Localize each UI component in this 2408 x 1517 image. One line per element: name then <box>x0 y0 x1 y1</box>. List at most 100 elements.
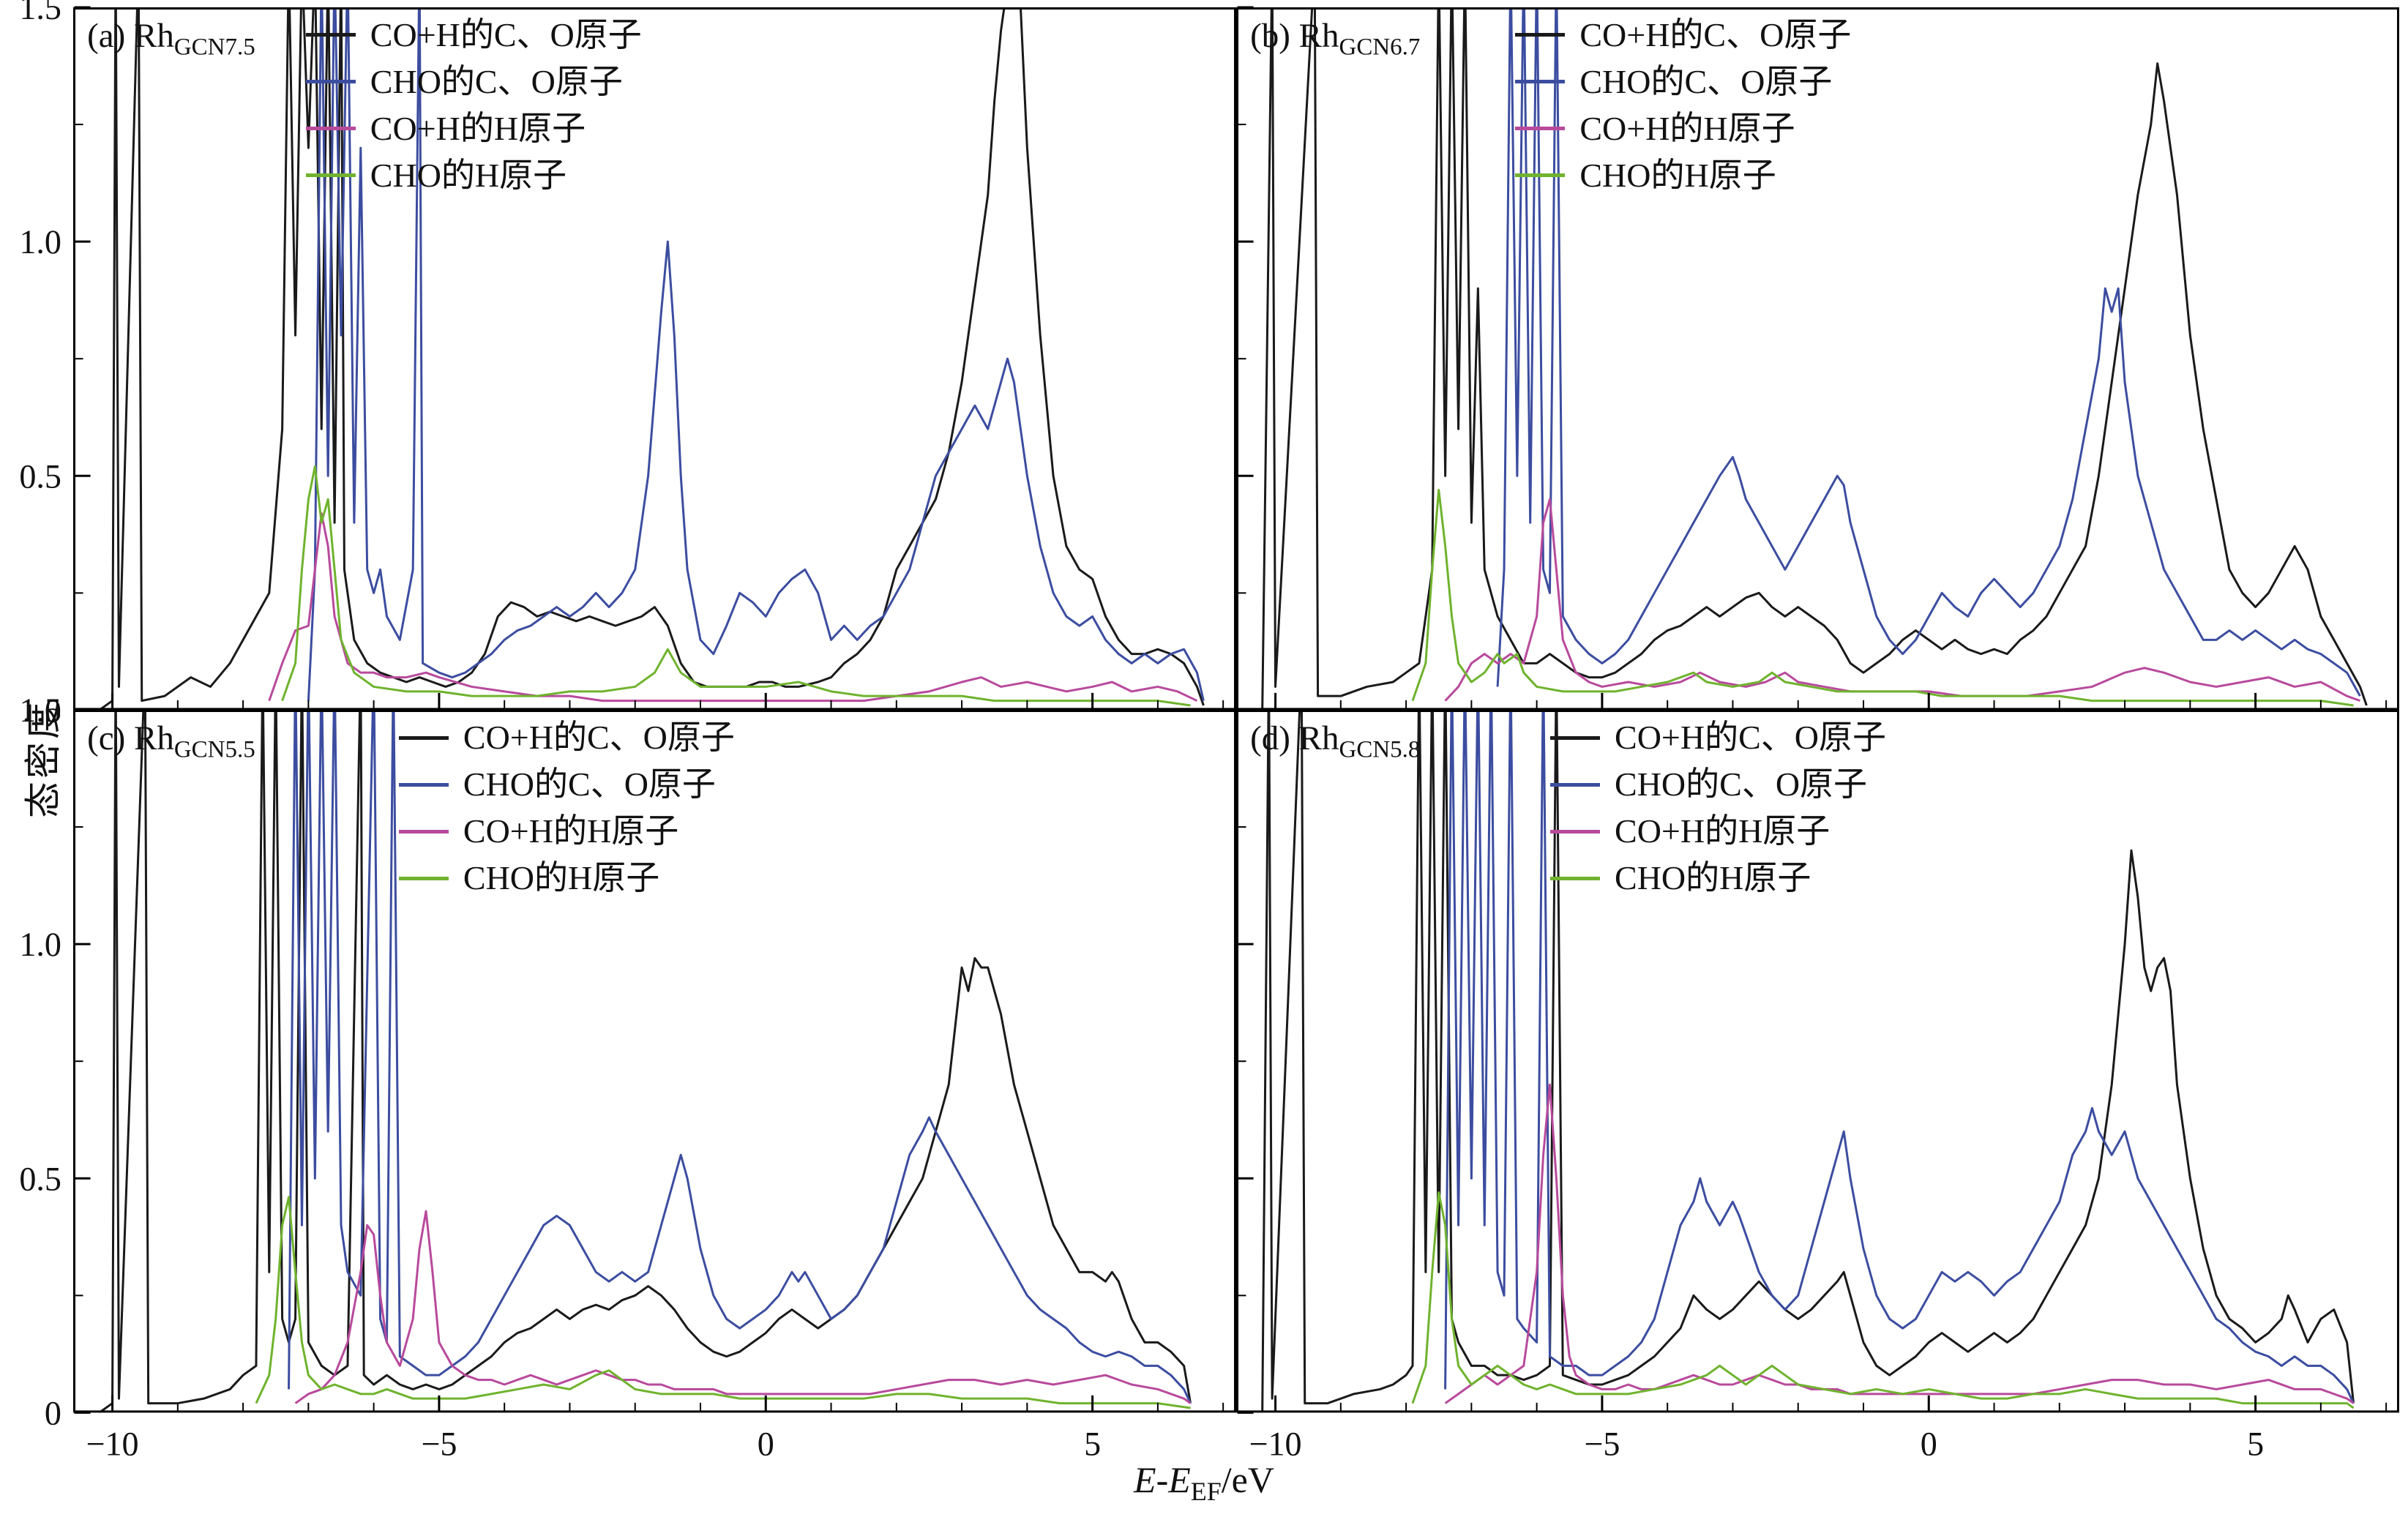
legend-line-swatch <box>1515 80 1566 84</box>
legend-item: CHO的H原子 <box>1515 155 1851 196</box>
legend-item: CHO的C、O原子 <box>398 764 735 805</box>
legend-line-swatch <box>1550 876 1601 880</box>
dos-plot-b <box>1236 6 2399 711</box>
y-tick-label: 1.5 <box>19 692 61 729</box>
legend-item: CO+H的C、O原子 <box>1550 717 1886 758</box>
y-tick-label: 0 <box>45 1395 61 1432</box>
plot-grid: 0 0.5 1.0 1.5 (a) RhGCN7.5 CO+H的C、O原子 CHO的C、… <box>19 0 2399 1463</box>
y-tick-label: 0.5 <box>19 457 61 495</box>
panel-letter: (d) <box>1250 719 1290 757</box>
axes-frame <box>73 710 1236 1413</box>
legend-label: CO+H的C、O原子 <box>463 719 735 756</box>
legend-item: CO+H的H原子 <box>398 811 735 852</box>
panel-material-sub: GCN5.8 <box>1339 736 1421 763</box>
x-axis-label: E-EEF/eV <box>1134 1458 1274 1507</box>
legend-label: CO+H的C、O原子 <box>1579 15 1852 53</box>
panel-material: Rh <box>133 719 174 757</box>
legend-c: CO+H的C、O原子 CHO的C、O原子 CO+H的H原子 CHO的H原子 <box>398 717 735 899</box>
legend-item: CO+H的H原子 <box>1515 108 1851 149</box>
legend-line-swatch <box>398 829 449 834</box>
x-axis-label-subscript: EF <box>1190 1477 1222 1506</box>
legend-line-swatch <box>1550 829 1601 834</box>
series-line <box>1411 1191 2355 1409</box>
legend-label: CO+H的C、O原子 <box>1615 719 1886 756</box>
legend-label: CO+H的H原子 <box>370 109 586 147</box>
panel-b: (b) RhGCN6.7 CO+H的C、O原子 CHO的C、O原子 CO+H的H原子… <box>1236 6 2399 711</box>
x-axis-label-symbol: E-E <box>1134 1459 1191 1500</box>
legend-item: CO+H的C、O原子 <box>305 15 642 56</box>
legend-label: CO+H的C、O原子 <box>370 15 642 53</box>
legend-a: CO+H的C、O原子 CHO的C、O原子 CO+H的H原子 CHO的H原子 <box>305 15 642 196</box>
y-tick-label: 1.0 <box>19 223 61 261</box>
panel-label-b: (b) RhGCN6.7 <box>1250 16 1420 61</box>
series-line <box>255 1196 1191 1409</box>
panel-label-d: (d) RhGCN5.8 <box>1250 719 1420 763</box>
legend-label: CHO的C、O原子 <box>463 765 716 804</box>
panel-label-c: (c) RhGCN5.5 <box>87 719 255 763</box>
legend-item: CO+H的C、O原子 <box>398 717 735 758</box>
legend-line-swatch <box>1515 173 1566 178</box>
series-line <box>1444 710 2355 1404</box>
panel-letter: (c) <box>87 719 126 757</box>
x-tick-label: 0 <box>758 1426 774 1463</box>
legend-label: CHO的C、O原子 <box>1615 765 1868 804</box>
panel-material: Rh <box>1298 16 1339 55</box>
panel-d: −10 −5 0 5 (d) RhGCN5.8 CO+H的C、O原子 CHO的C、O原子… <box>1236 708 2399 1463</box>
legend-label: CHO的C、O原子 <box>1579 62 1833 100</box>
series-line <box>268 512 1198 703</box>
y-tick-label: 0.5 <box>19 1161 61 1198</box>
y-tick-label: 1.0 <box>19 926 61 964</box>
series-line <box>1444 1084 2355 1405</box>
legend-line-swatch <box>305 127 356 131</box>
legend-item: CHO的C、O原子 <box>305 61 642 102</box>
legend-label: CHO的H原子 <box>370 156 567 194</box>
series-line <box>1411 488 2354 707</box>
x-tick-label: −5 <box>421 1426 457 1463</box>
y-tick-label: 0 <box>45 692 61 729</box>
panel-material: Rh <box>133 16 174 55</box>
series-line <box>294 1210 1192 1405</box>
x-tick-label: −10 <box>86 1426 138 1463</box>
legend-item: CHO的C、O原子 <box>1550 764 1886 805</box>
x-tick-label: 5 <box>1084 1426 1101 1463</box>
legend-label: CHO的C、O原子 <box>370 62 623 100</box>
panel-letter: (a) <box>87 16 126 55</box>
series-line <box>1444 498 2360 702</box>
panel-a: 0 0.5 1.0 1.5 (a) RhGCN7.5 CO+H的C、O原子 CHO的C、… <box>19 0 1236 729</box>
dos-plot-c: −10 −5 0 5 0 0.5 1.0 1.5 <box>19 692 1236 1463</box>
panel-c: −10 −5 0 5 0 0.5 1.0 1.5 (c) RhGCN5.5 CO+H的C、O原… <box>19 692 1236 1463</box>
panel-letter: (b) <box>1250 16 1290 55</box>
legend-label: CO+H的H原子 <box>463 812 679 850</box>
x-tick-label: −5 <box>1584 1426 1620 1463</box>
axes-frame <box>1236 710 2399 1413</box>
y-tick-label: 1.5 <box>19 0 61 26</box>
legend-line-swatch <box>1515 127 1566 131</box>
legend-item: CHO的C、O原子 <box>1515 61 1851 102</box>
series-line <box>1496 7 2361 697</box>
legend-line-swatch <box>1550 735 1601 740</box>
panel-material-sub: GCN7.5 <box>173 33 255 60</box>
legend-item: CO+H的H原子 <box>305 108 642 149</box>
legend-b: CO+H的C、O原子 CHO的C、O原子 CO+H的H原子 CHO的H原子 <box>1515 15 1851 196</box>
legend-item: CO+H的H原子 <box>1550 811 1886 852</box>
legend-line-swatch <box>305 173 356 178</box>
legend-label: CO+H的H原子 <box>1615 812 1831 850</box>
legend-line-swatch <box>398 735 449 740</box>
axes-frame <box>73 7 1236 711</box>
legend-item: CO+H的C、O原子 <box>1515 15 1851 56</box>
series-line <box>98 7 1205 711</box>
legend-line-swatch <box>305 33 356 37</box>
dos-plot-d: −10 −5 0 5 <box>1236 708 2399 1463</box>
legend-d: CO+H的C、O原子 CHO的C、O原子 CO+H的H原子 CHO的H原子 <box>1550 717 1886 899</box>
series-line <box>1261 7 2368 711</box>
legend-label: CHO的H原子 <box>1579 156 1776 194</box>
legend-label: CHO的H原子 <box>463 859 660 897</box>
series-line <box>281 465 1191 707</box>
x-axis-label-unit: /eV <box>1221 1459 1274 1500</box>
legend-item: CHO的H原子 <box>305 155 642 196</box>
legend-item: CHO的H原子 <box>1550 858 1886 899</box>
x-tick-label: 5 <box>2247 1426 2264 1463</box>
panel-material-sub: GCN5.5 <box>173 736 255 763</box>
x-tick-label: 0 <box>1921 1426 1937 1463</box>
